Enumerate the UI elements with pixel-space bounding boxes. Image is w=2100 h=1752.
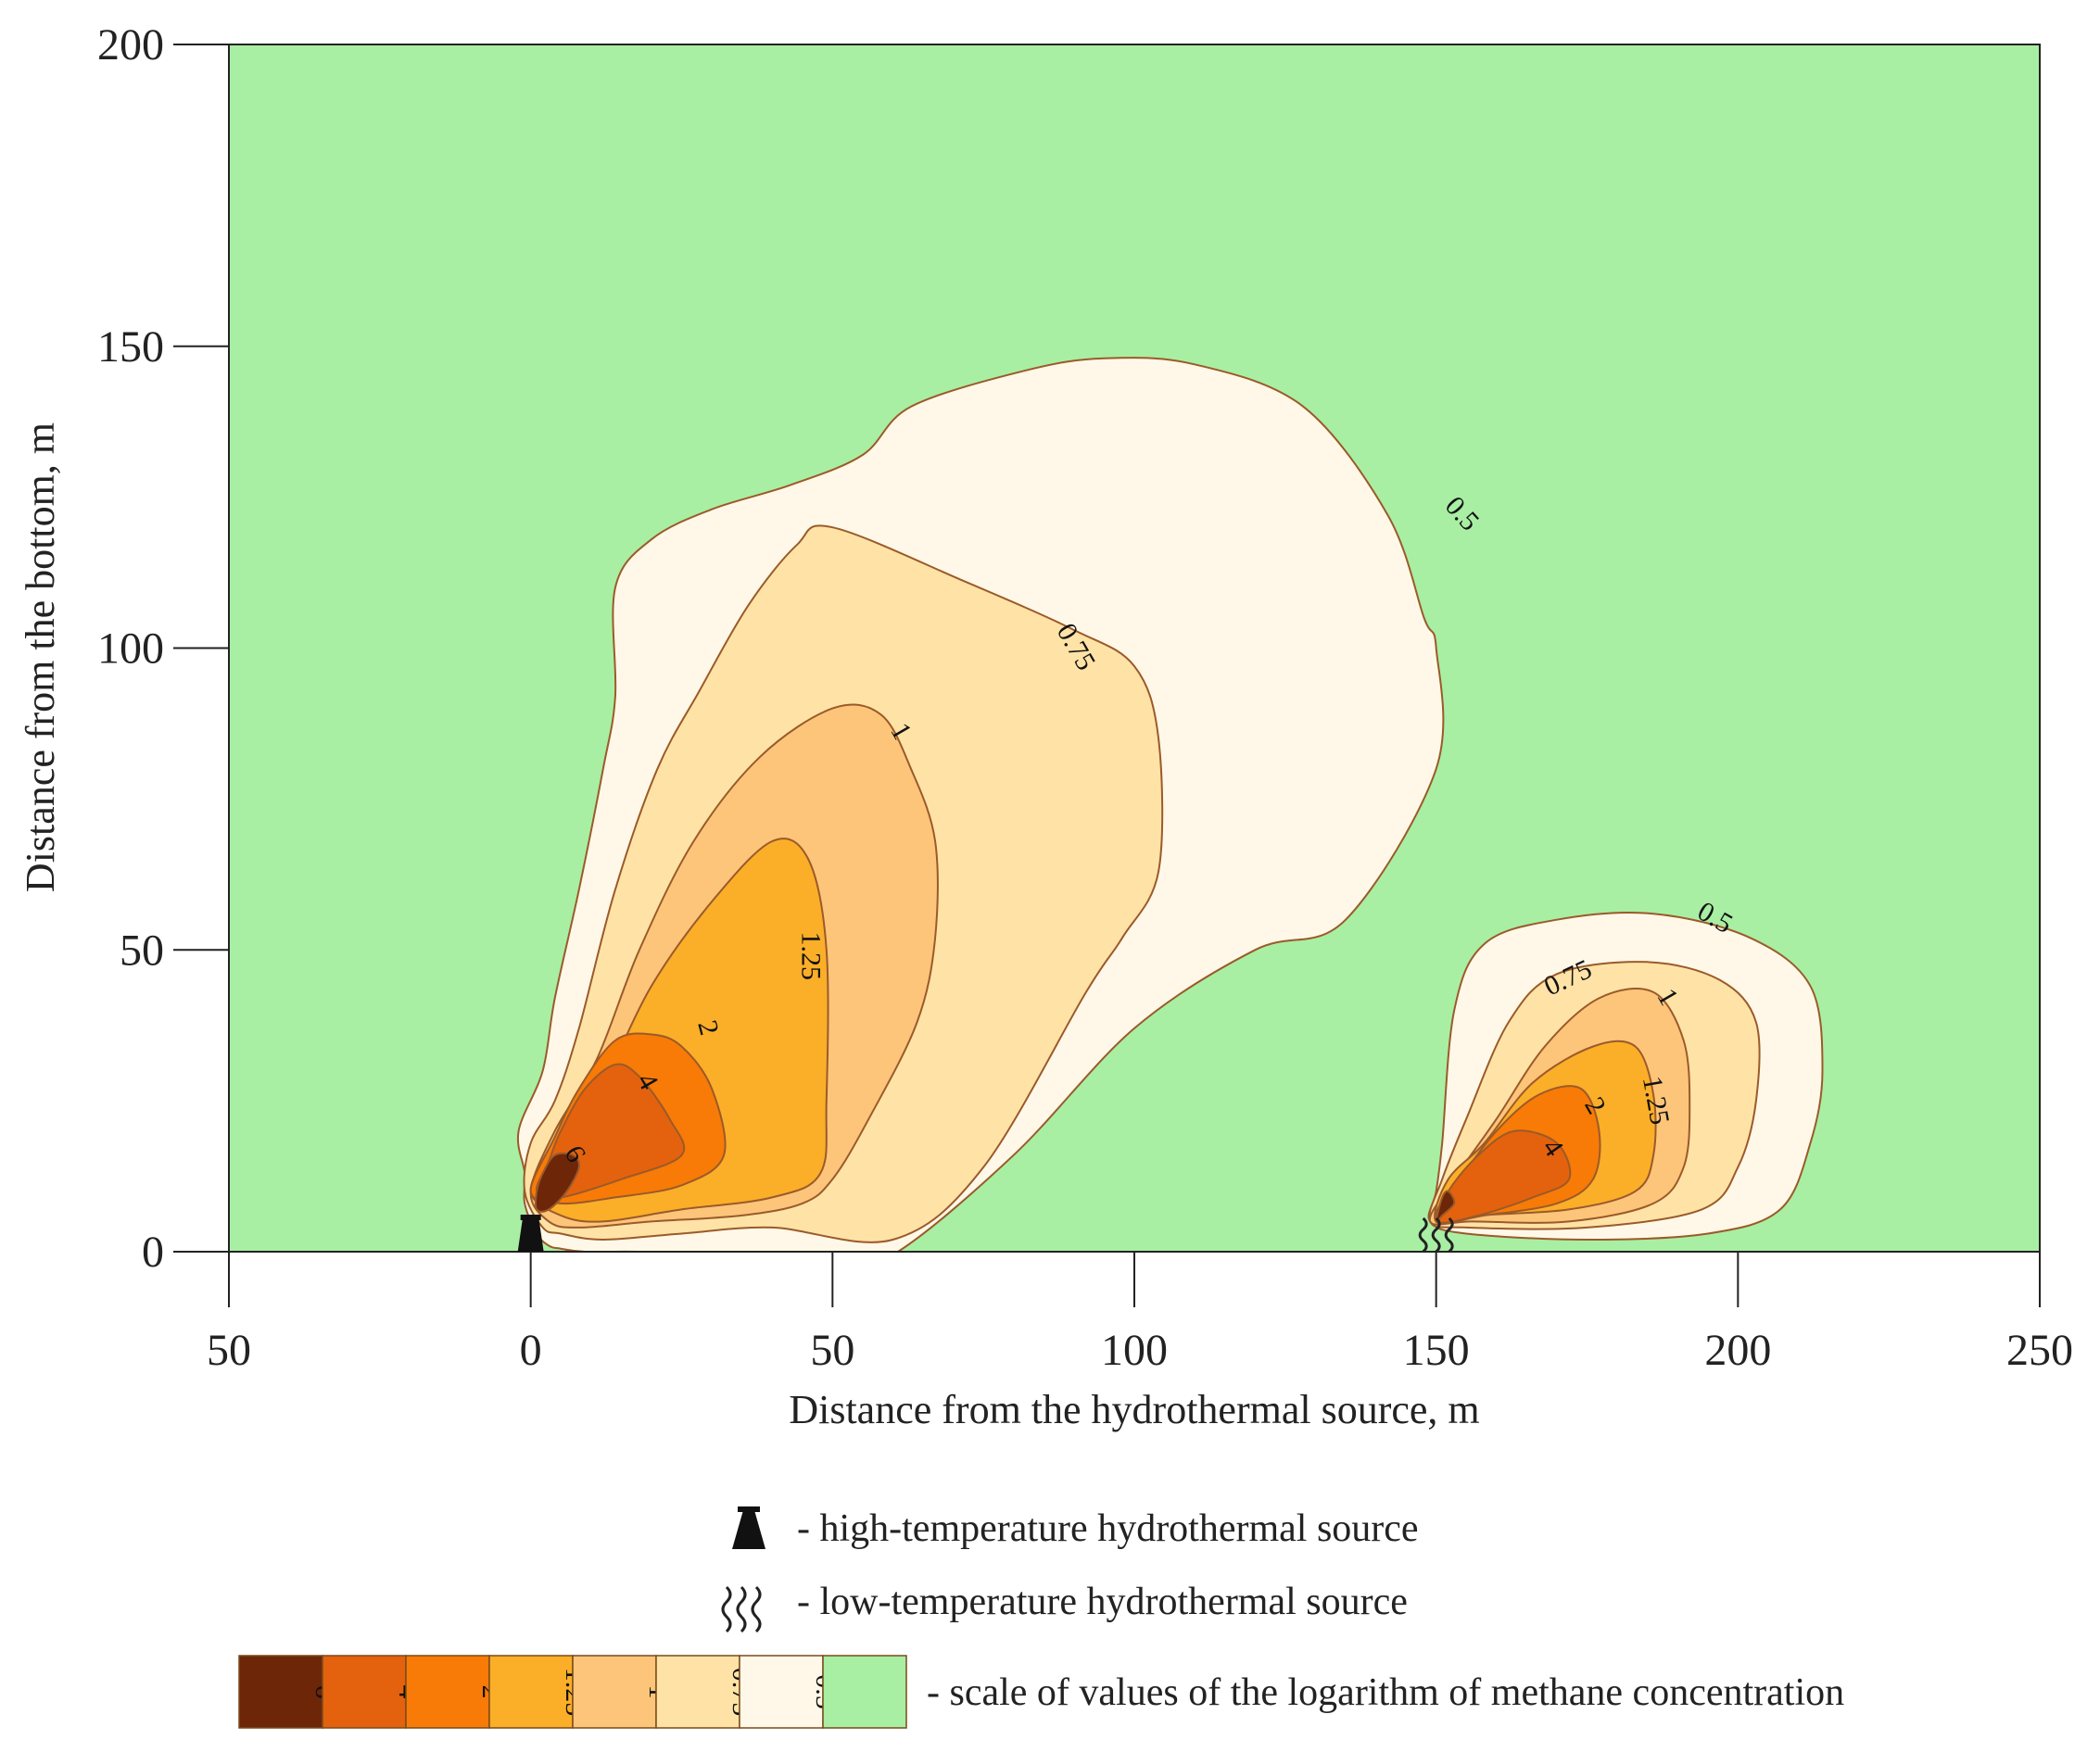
legend: - high-temperature hydrothermal source -… [238, 1506, 1844, 1729]
x-axis-title: Distance from the hydrothermal source, m [789, 1387, 1479, 1432]
contour-layers [516, 357, 1824, 1252]
scale-swatch [238, 1655, 323, 1729]
vent-chimney-icon [732, 1506, 765, 1549]
y-tick-label: 0 [142, 1228, 164, 1277]
y-axis-title: Distance from the bottom, m [18, 422, 63, 892]
source-markers [517, 1215, 1454, 1254]
contour-high-temperature-6 [534, 1152, 581, 1213]
scale-swatch [739, 1655, 824, 1729]
x-tick-label: 50 [810, 1326, 854, 1375]
y-tick-label: 100 [97, 624, 164, 674]
y-tick-label: 150 [97, 322, 164, 372]
wavy-vent-icon [721, 1585, 762, 1633]
contour-low-temperature-6 [1435, 1190, 1456, 1224]
legend-scale: - scale of values of the logarithm of me… [927, 1671, 1844, 1714]
x-tick-label: 50 [207, 1326, 251, 1375]
x-tick-label: 0 [520, 1326, 542, 1375]
scale-swatch-background [822, 1655, 907, 1729]
axes: 50 0 50 100 150 200 250 0 50 100 150 200 [97, 20, 2073, 1375]
x-tick-label: 200 [1704, 1326, 1771, 1375]
y-tick-label: 50 [120, 926, 164, 975]
scale-swatch [572, 1655, 657, 1729]
y-tick-label: 200 [97, 20, 164, 69]
vent-chimney-icon [517, 1220, 544, 1252]
x-tick-label: 250 [2006, 1326, 2073, 1375]
scale-swatch [405, 1655, 490, 1729]
contour-low-temperature-4 [1434, 1129, 1572, 1224]
x-tick-label: 150 [1403, 1326, 1470, 1375]
x-tick-label: 100 [1101, 1326, 1168, 1375]
legend-low-temp: - low-temperature hydrothermal source [797, 1581, 1408, 1623]
scale-swatch [655, 1655, 740, 1729]
wavy-vent-icon [1418, 1216, 1454, 1254]
legend-high-temp: - high-temperature hydrothermal source [797, 1507, 1419, 1550]
vent-chimney-cap [520, 1215, 541, 1220]
contour-label: 1.25 [795, 932, 826, 981]
color-scale-bar: 6421.2510.750.5 [238, 1655, 907, 1729]
scale-swatch [488, 1655, 574, 1729]
scale-swatch [322, 1655, 407, 1729]
